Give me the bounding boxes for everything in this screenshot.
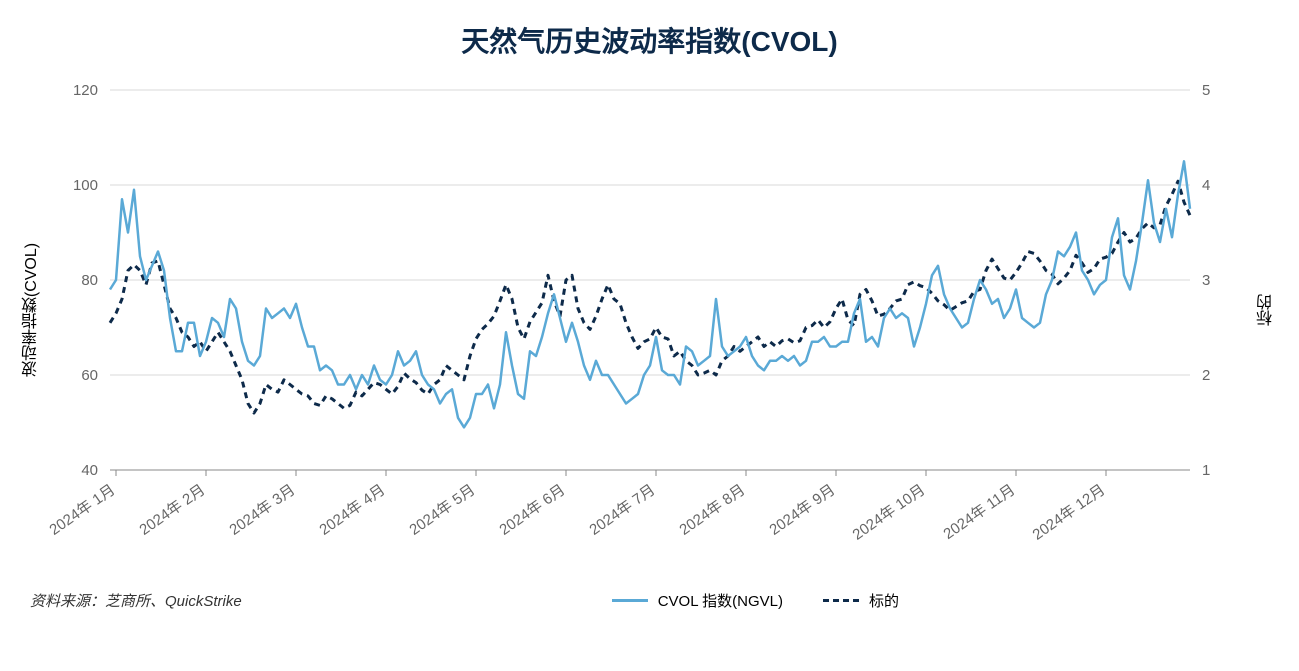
legend-label-underlying: 标的: [869, 590, 899, 611]
svg-text:3: 3: [1202, 272, 1210, 289]
svg-text:4: 4: [1202, 177, 1210, 194]
chart-svg: 40 60 80 100 120 1 2 3 4 5 2024年 1月 2024年 2月 2024年 3…: [30, 70, 1230, 550]
y-axis-right-label: 标的: [1255, 294, 1279, 326]
svg-text:80: 80: [81, 272, 98, 289]
svg-text:2024年 3月: 2024年 3月: [226, 481, 298, 538]
svg-text:2024年 1月: 2024年 1月: [46, 481, 118, 538]
legend-item-underlying: 标的: [823, 590, 899, 611]
chart-container: 波动率指数(CVOL) 标的 406080100120123452024年 1月…: [30, 70, 1269, 550]
svg-text:40: 40: [81, 462, 98, 479]
legend-swatch-cvol: [612, 599, 648, 602]
svg-text:120: 120: [73, 82, 98, 99]
y-axis-left-label: 波动率指数(CVOL): [20, 243, 44, 377]
svg-text:2024年 5月: 2024年 5月: [406, 481, 478, 538]
svg-text:2024年 4月: 2024年 4月: [316, 481, 388, 538]
svg-text:2024年 10月: 2024年 10月: [850, 481, 929, 543]
legend-swatch-underlying: [823, 599, 859, 602]
chart-title: 天然气历史波动率指数(CVOL): [30, 20, 1269, 60]
svg-text:2024年 9月: 2024年 9月: [766, 481, 838, 538]
svg-text:5: 5: [1202, 82, 1210, 99]
svg-text:100: 100: [73, 177, 98, 194]
svg-text:2: 2: [1202, 367, 1210, 384]
source-text: 资料来源：芝商所、QuickStrike: [30, 590, 242, 611]
legend: CVOL 指数(NGVL) 标的: [612, 590, 899, 611]
legend-label-cvol: CVOL 指数(NGVL): [658, 590, 783, 611]
legend-item-cvol: CVOL 指数(NGVL): [612, 590, 783, 611]
svg-text:2024年 11月: 2024年 11月: [940, 481, 1018, 543]
svg-text:60: 60: [81, 367, 98, 384]
svg-text:2024年 2月: 2024年 2月: [136, 481, 208, 538]
svg-text:2024年 8月: 2024年 8月: [676, 481, 748, 538]
svg-text:2024年 7月: 2024年 7月: [586, 481, 658, 538]
svg-text:2024年 6月: 2024年 6月: [496, 481, 568, 538]
svg-text:2024年 12月: 2024年 12月: [1030, 481, 1109, 543]
chart-footer: 资料来源：芝商所、QuickStrike CVOL 指数(NGVL) 标的: [30, 590, 1269, 611]
svg-text:1: 1: [1202, 462, 1210, 479]
